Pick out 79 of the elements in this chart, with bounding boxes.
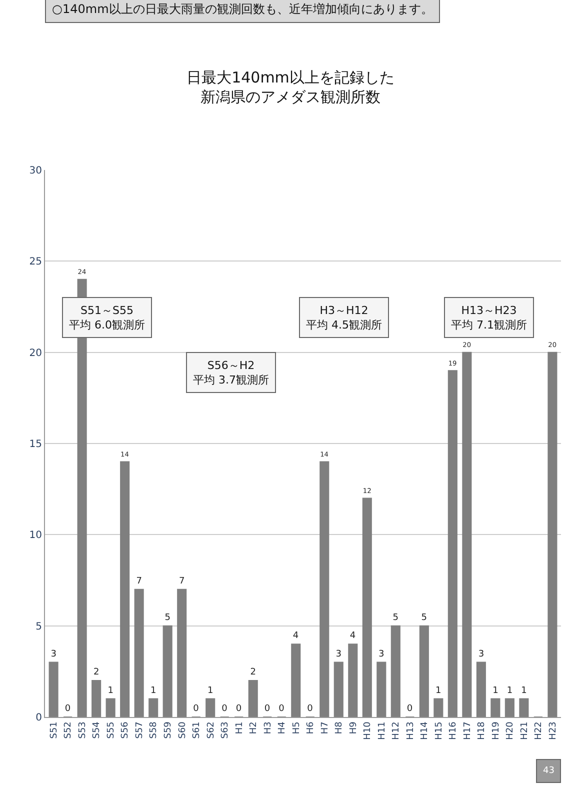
data-label: 4: [292, 631, 299, 642]
x-tick-label: H19: [491, 721, 502, 740]
data-label: 3: [50, 649, 56, 660]
data-label: 3: [336, 649, 342, 660]
x-tick-label: H7: [320, 722, 330, 734]
y-tick-label: 30: [29, 166, 42, 176]
text: ○140mm以上の日最大雨量の観測回数も、近年増加傾向にあります。: [52, 2, 433, 16]
x-tick-label: S58: [149, 721, 160, 739]
y-tick-label: 5: [36, 621, 42, 632]
data-label: 5: [392, 612, 399, 623]
data-label: 3: [478, 649, 484, 660]
x-tick-label: H14: [420, 721, 430, 740]
x-tick-label: H5: [292, 722, 302, 734]
data-label: 2: [93, 668, 100, 678]
x-tick-label: H2: [249, 722, 260, 734]
annotation: H13～H23 平均 7.1観測所: [451, 304, 527, 332]
data-label: 3: [378, 649, 384, 660]
x-tick-label: H18: [477, 721, 488, 740]
x-tick-label: S52: [64, 722, 74, 739]
data-label: 0: [64, 704, 71, 714]
data-label: 1: [506, 686, 513, 696]
x-tick-label: S54: [92, 721, 102, 739]
x-tick-label: S60: [178, 721, 188, 739]
data-label: 7: [136, 576, 142, 586]
data-label: 4: [350, 631, 356, 642]
data-label: 0: [193, 704, 200, 714]
x-tick-label: H11: [377, 722, 388, 740]
x-tick-label: H10: [363, 721, 374, 740]
data-label: 1: [436, 686, 442, 696]
x-tick-label: S59: [164, 721, 174, 739]
data-label: 1: [150, 686, 156, 696]
y-tick-label: 20: [29, 348, 42, 359]
chart-subtitle: 新潟県のアメダス観測所数: [200, 88, 380, 106]
data-label: 1: [521, 686, 527, 696]
x-tick-label: S56: [120, 721, 131, 739]
data-label: 0: [278, 704, 285, 714]
data-label: 5: [164, 612, 170, 623]
data-label: 1: [207, 686, 214, 696]
x-tick-label: S51: [49, 722, 60, 739]
x-tick-label: H21: [520, 722, 530, 740]
data-label: 1: [492, 686, 498, 696]
x-tick-label: H23: [548, 722, 558, 740]
data-label: 5: [421, 612, 428, 623]
x-tick-label: S53: [78, 722, 88, 739]
x-tick-label: S62: [206, 722, 216, 739]
x-tick-label: H13: [406, 722, 416, 740]
chart-title: 日最大140mm以上を記録した: [186, 68, 394, 87]
data-label: 0: [222, 704, 228, 714]
x-tick-label: S61: [192, 722, 202, 739]
y-tick-label: 10: [29, 530, 42, 542]
x-tick-label: H8: [334, 721, 345, 734]
x-tick-label: H15: [434, 722, 444, 740]
x-tick-label: H6: [306, 721, 316, 734]
data-label: 0: [406, 704, 413, 714]
data-label: 7: [178, 576, 185, 586]
data-label: 0: [264, 704, 270, 714]
text: 43: [543, 766, 554, 776]
annotation: H3～H12 平均 4.5観測所: [306, 304, 382, 332]
x-tick-label: H12: [392, 722, 402, 740]
x-tick-label: H22: [534, 722, 544, 740]
annotation: S51～S55 平均 6.0観測所: [69, 304, 145, 332]
annotation: S56～H2 平均 3.7観測所: [193, 359, 269, 386]
x-tick-label: H3: [263, 722, 274, 734]
y-tick-label: 25: [29, 256, 42, 268]
x-tick-label: S55: [106, 722, 116, 739]
y-tick-label: 0: [36, 712, 42, 724]
x-tick-label: S63: [220, 722, 231, 739]
y-tick-label: 15: [29, 439, 42, 450]
data-label: 0: [236, 704, 242, 714]
x-tick-label: H1: [234, 722, 245, 734]
x-tick-label: H20: [506, 721, 516, 740]
x-tick-label: H4: [278, 721, 288, 734]
x-tick-label: H17: [462, 722, 473, 740]
data-label: 2: [250, 668, 256, 678]
x-tick-label: H16: [448, 721, 459, 740]
x-tick-label: S57: [135, 722, 146, 739]
data-label: 1: [108, 686, 114, 696]
x-tick-label: H9: [348, 721, 359, 734]
data-label: 0: [307, 704, 314, 714]
